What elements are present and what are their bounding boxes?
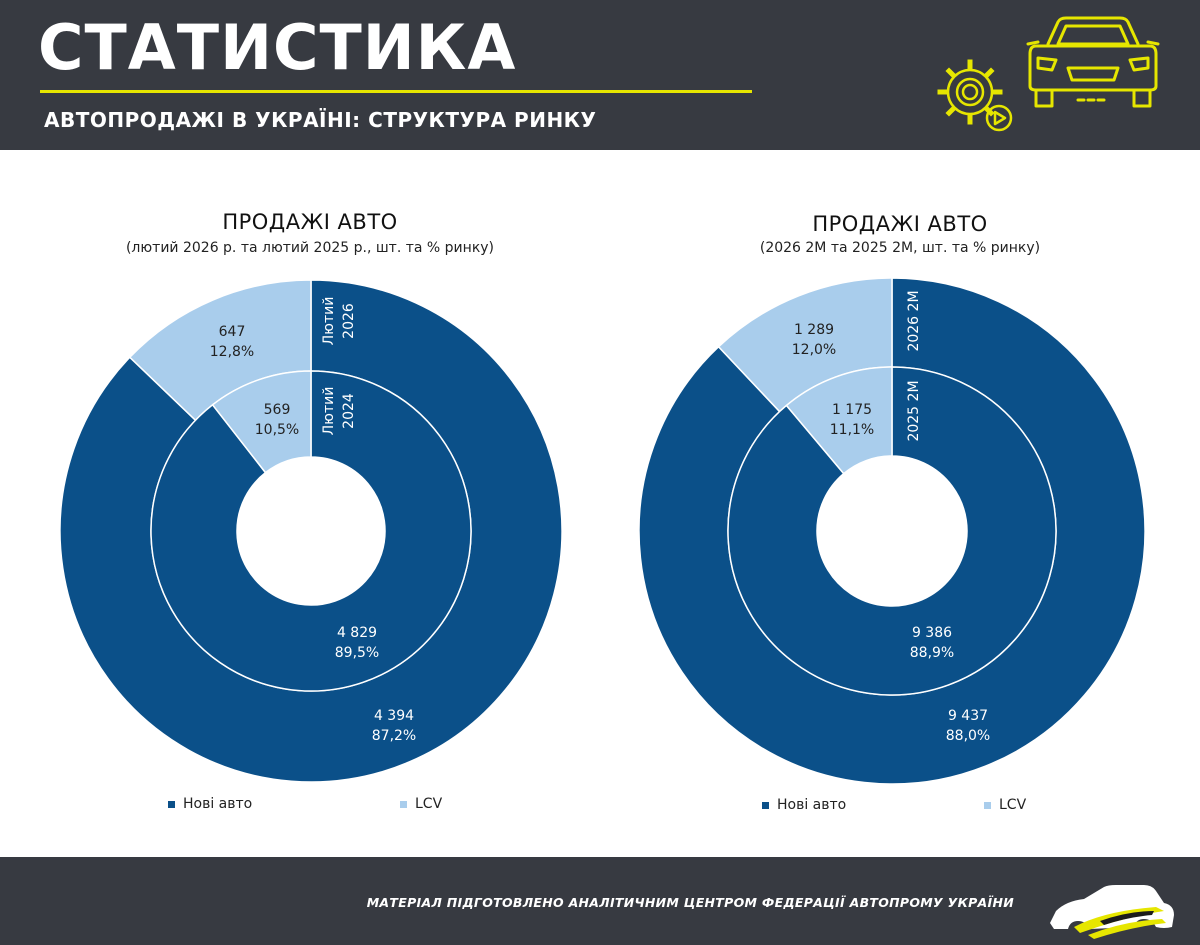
chart1-inner-slice-new — [150, 370, 472, 692]
legend-label-lcv: LCV — [999, 797, 1027, 813]
chart1-subtitle: (лютий 2026 р. та лютий 2025 р., шт. та … — [125, 240, 495, 256]
chart1-legend-item-new: Нові авто — [168, 796, 252, 812]
chart1-inner-ring-label: Лютий 2024 — [321, 387, 357, 436]
chart2-legend-item-lcv: LCV — [984, 797, 1026, 813]
page-subtitle: АВТОПРОДАЖІ В УКРАЇНІ: СТРУКТУРА РИНКУ — [44, 108, 597, 132]
chart1-title: ПРОДАЖІ АВТО — [222, 210, 398, 234]
chart1-inner-data-label-new: 4 829 89,5% — [335, 625, 379, 661]
footer-bar: МАТЕРІАЛ ПІДГОТОВЛЕНО АНАЛІТИЧНИМ ЦЕНТРО… — [0, 857, 1200, 945]
chart2-subtitle: (2026 2М та 2025 2М, шт. та % ринку) — [759, 240, 1041, 256]
legend-swatch-lcv — [984, 801, 991, 809]
car-front-icon — [1026, 16, 1160, 108]
chart1-outer-data-label-new: 4 394 87,2% — [372, 708, 416, 744]
chart1-inner-slice-lcv — [211, 370, 312, 474]
chart2-inner-data-label-lcv: 1 175 11,1% — [830, 402, 874, 438]
chart2-legend-item-new: Нові авто — [762, 797, 846, 813]
title-underline — [40, 90, 752, 93]
chart2-inner-ring-label: 2025 2М — [906, 380, 922, 441]
legend-swatch-new — [168, 800, 175, 808]
footer-credit: МАТЕРІАЛ ПІДГОТОВЛЕНО АНАЛІТИЧНИМ ЦЕНТРО… — [366, 895, 1014, 910]
gear-play-icon — [937, 59, 1013, 132]
chart2-outer-data-label-new: 9 437 88,0% — [946, 708, 990, 744]
chart2-outer-ring-label: 2026 2М — [906, 290, 922, 351]
chart1-inner-data-label-lcv: 569 10,5% — [255, 402, 299, 438]
chart2-inner-slice-new — [727, 366, 1057, 696]
car-logo-icon — [1050, 885, 1174, 939]
chart2-inner-data-label-new: 9 386 88,9% — [910, 625, 954, 661]
legend-label-new: Нові авто — [777, 797, 847, 813]
chart1-outer-data-label-lcv: 647 12,8% — [210, 324, 254, 360]
chart2-inner-slice-lcv — [785, 366, 893, 475]
legend-swatch-lcv — [400, 800, 407, 808]
legend-label-new: Нові авто — [183, 796, 253, 812]
chart1-legend-item-lcv: LCV — [400, 796, 442, 812]
page-title: СТАТИСТИКА — [38, 11, 517, 84]
chart2-title: ПРОДАЖІ АВТО — [812, 212, 988, 236]
legend-label-lcv: LCV — [415, 796, 443, 812]
chart2-outer-data-label-lcv: 1 289 12,0% — [792, 322, 836, 358]
header-bar: СТАТИСТИКА АВТОПРОДАЖІ В УКРАЇНІ: СТРУКТ… — [0, 0, 1200, 150]
chart1-outer-ring-label: Лютий 2026 — [321, 297, 357, 346]
legend-swatch-new — [762, 801, 769, 809]
